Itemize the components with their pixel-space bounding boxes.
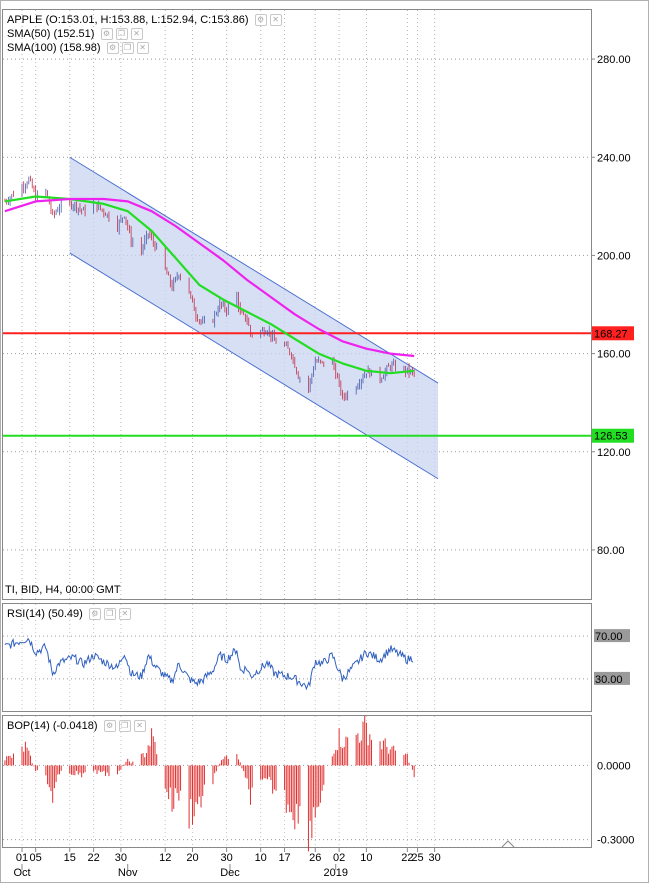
price-tick-label: 280.00 [597,54,631,66]
time-tick-label: 26 [309,852,321,864]
channel-lower-line [69,252,439,480]
settings-icon[interactable]: ⚙ [100,28,113,41]
time-tick-label: 20 [186,852,198,864]
sma50-legend: SMA(50) (152.51) ⚙ ❐ ✕ [7,28,143,41]
month-label: Oct [13,867,30,879]
rsi-level-box [594,629,630,643]
moving-averages [4,195,415,375]
rsi-level-label: 70.00 [595,631,623,643]
settings-icon[interactable]: ⚙ [254,14,267,27]
time-tick-label: 12 [159,852,171,864]
price-tick-label: 80.00 [597,545,625,557]
time-tick-label: 05 [30,852,42,864]
sma100-legend: SMA(100) (158.98) ⚙ ❐ ✕ [7,42,149,55]
sma-line [4,197,415,358]
rsi-level-label: 30.00 [595,674,623,686]
time-tick-label: 10 [360,852,372,864]
horizontal-levels[interactable]: 168.27 126.53 [3,326,634,443]
time-tick-label: 25 [411,852,423,864]
duplicate-icon[interactable]: ❐ [103,608,116,621]
main-legend-text: APPLE (O:153.01, H:153.88, L:152.94, C:1… [7,14,249,26]
bop-tick-label: 0.0000 [597,760,631,772]
settings-icon[interactable]: ⚙ [103,720,116,733]
bop-tick-label: -0.3000 [597,835,634,847]
time-tick-label: 30 [428,852,440,864]
close-icon[interactable]: ✕ [136,42,149,55]
price-axis: 280.00 240.00 200.00 160.00 120.00 80.00 [591,54,631,557]
price-tick-label: 120.00 [597,447,631,459]
duplicate-icon[interactable]: ❐ [118,720,131,733]
price-tick-label: 160.00 [597,349,631,361]
sma50-legend-text: SMA(50) (152.51) [7,28,95,40]
settings-icon[interactable]: ⚙ [88,608,101,621]
rsi-legend-text: RSI(14) (50.49) [7,608,83,620]
close-icon[interactable]: ✕ [133,720,146,733]
level-label-box [592,326,634,341]
bop-legend: BOP(14) (-0.0418) ⚙ ❐ ✕ [7,720,146,733]
price-tick-label: 240.00 [597,152,631,164]
price-tick-label: 200.00 [597,250,631,262]
rsi-legend: RSI(14) (50.49) ⚙ ❐ ✕ [7,608,131,621]
rsi-line [4,637,414,691]
time-tick-label: 22 [401,852,413,864]
rsi-level-box [594,671,630,685]
time-tick-label: 01 [16,852,28,864]
close-icon[interactable]: ✕ [130,28,143,41]
main-legend: APPLE (O:153.01, H:153.88, L:152.94, C:1… [7,14,282,27]
time-tick-label: 15 [64,852,76,864]
chart-shift-marker[interactable] [501,840,515,848]
time-tick-label: 17 [278,852,290,864]
price-panel[interactable] [2,9,592,600]
time-tick-label: 02 [333,852,345,864]
bop-legend-text: BOP(14) (-0.0418) [7,720,98,732]
rsi-series: 70.00 30.00 [3,604,630,711]
month-label: 2019 [323,867,347,879]
chart-info: TI, BID, H4, 00:00 GMT [5,584,121,596]
sma100-legend-text: SMA(100) (158.98) [7,42,101,54]
channel-upper-line [69,156,439,384]
duplicate-icon[interactable]: ❐ [121,42,134,55]
month-label: Nov [118,867,138,879]
chart-info-text: TI, BID, H4, 00:00 GMT [5,584,121,596]
time-tick-label: 30 [115,852,127,864]
settings-icon[interactable]: ⚙ [106,42,119,55]
close-icon[interactable]: ✕ [118,608,131,621]
level-label: 126.53 [594,431,628,443]
level-label: 168.27 [594,328,628,340]
sma-line [4,195,415,375]
rsi-panel[interactable] [2,603,592,712]
time-tick-label: 10 [255,852,267,864]
time-tick-label: 30 [220,852,232,864]
close-icon[interactable]: ✕ [269,14,282,27]
duplicate-icon[interactable]: ❐ [115,28,128,41]
time-tick-label: 22 [87,852,99,864]
bop-bars: 0.0000 -0.3000 [3,715,634,852]
level-label-box [592,428,634,443]
month-label: Dec [220,867,240,879]
